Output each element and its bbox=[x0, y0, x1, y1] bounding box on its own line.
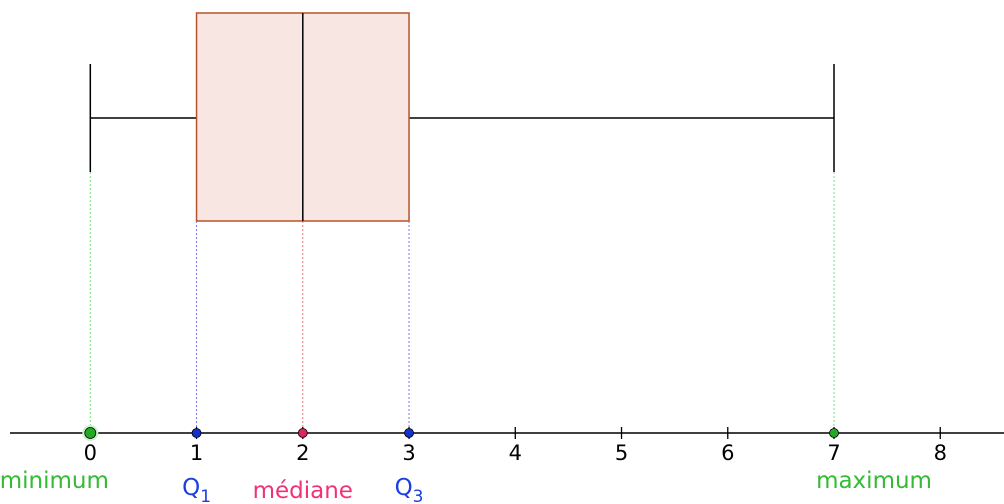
statistic-points bbox=[82, 425, 839, 441]
min-label: minimum bbox=[0, 468, 109, 494]
x-tick-label-7: 7 bbox=[827, 441, 840, 465]
x-tick-label-3: 3 bbox=[402, 441, 415, 465]
x-tick-label-2: 2 bbox=[296, 441, 309, 465]
q3-point bbox=[404, 428, 414, 438]
q3-label: Q3 bbox=[395, 475, 424, 504]
min-point bbox=[84, 427, 97, 439]
x-tick-label-1: 1 bbox=[190, 441, 203, 465]
max-label: maximum bbox=[816, 468, 932, 494]
q1-point bbox=[191, 428, 202, 438]
x-tick-label-4: 4 bbox=[509, 441, 522, 465]
x-tick-label-0: 0 bbox=[84, 441, 97, 465]
x-tick-label-8: 8 bbox=[934, 441, 947, 465]
statistic-labels: minimum Q1 médiane Q3 maximum bbox=[0, 468, 932, 504]
max-point bbox=[829, 428, 839, 438]
guide-lines bbox=[89, 172, 835, 433]
x-tick-label-5: 5 bbox=[615, 441, 628, 465]
x-tick-label-6: 6 bbox=[721, 441, 734, 465]
median-point bbox=[297, 428, 308, 438]
q1-label: Q1 bbox=[182, 475, 211, 504]
box-plot bbox=[89, 12, 835, 222]
median-label: médiane bbox=[253, 478, 353, 504]
